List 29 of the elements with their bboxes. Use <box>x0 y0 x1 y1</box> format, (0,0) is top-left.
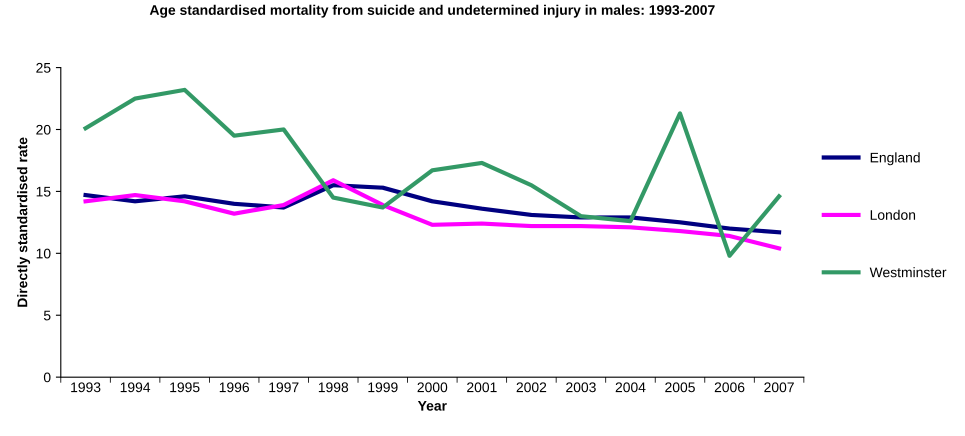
y-tick-label: 15 <box>36 186 50 197</box>
x-tick-label: 1998 <box>318 382 348 392</box>
line-series <box>83 178 782 250</box>
line-series <box>83 88 782 258</box>
x-tick-label: 1999 <box>368 382 398 392</box>
x-tick-label: 1995 <box>170 382 200 392</box>
x-tick-label: 2006 <box>714 382 744 392</box>
x-tick-label: 2000 <box>418 382 448 392</box>
y-tick-label: 5 <box>44 310 50 320</box>
x-tick-label: 1994 <box>120 382 150 392</box>
x-tick-label: 2003 <box>566 382 596 392</box>
x-tick-label: 1996 <box>220 382 250 392</box>
x-tick-label: 2001 <box>467 382 497 392</box>
y-tick-label: 20 <box>36 124 51 135</box>
x-tick-label: 1997 <box>269 382 298 392</box>
x-tick-label: 2007 <box>764 382 794 392</box>
x-axis-title: Year <box>418 401 447 411</box>
y-tick-label: 10 <box>36 248 51 258</box>
legend-label: Westminster <box>870 267 946 278</box>
chart-title: Age standardised mortality from suicide and undetermined injury in males: 1993-2007 <box>150 4 715 18</box>
x-tick-label: 2002 <box>516 382 546 392</box>
y-tick-label: 0 <box>44 372 51 382</box>
x-tick-label: 2004 <box>616 382 646 392</box>
y-tick-label: 25 <box>36 62 50 73</box>
x-tick-label: 2005 <box>665 382 695 392</box>
y-axis-title: Directly standardised rate <box>17 138 30 307</box>
legend-label: England <box>870 152 920 166</box>
legend-label: London <box>870 210 916 220</box>
x-tick-label: 1993 <box>71 382 100 392</box>
